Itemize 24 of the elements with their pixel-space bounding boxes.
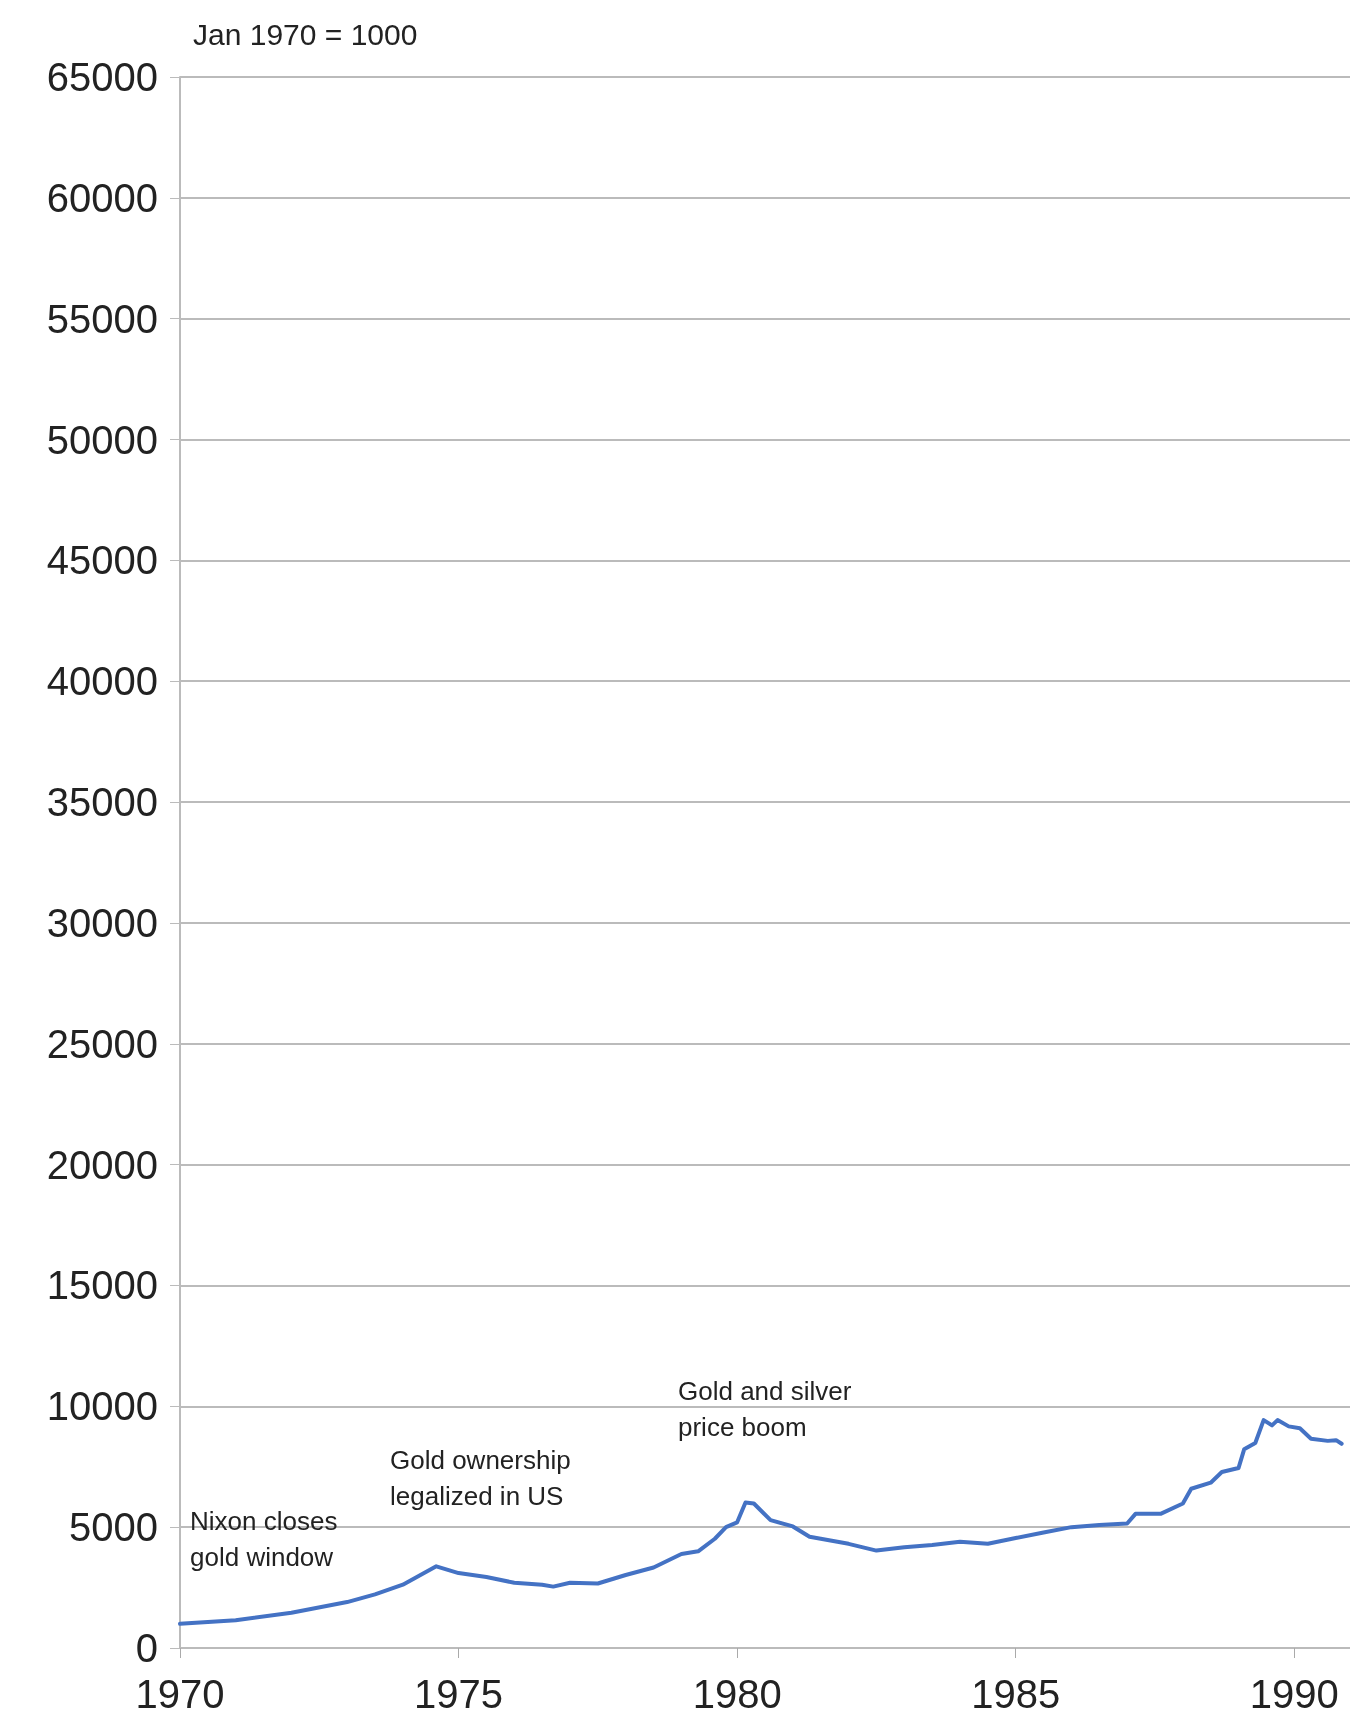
y-tick-label: 45000 — [46, 538, 158, 583]
chart-title: Jan 1970 = 1000 — [193, 17, 418, 51]
x-tick-label: 1970 — [135, 1672, 225, 1716]
y-tick-label: 25000 — [46, 1021, 158, 1066]
annotation: Nixon closes gold window — [190, 1506, 338, 1572]
y-tick-label: 20000 — [46, 1142, 158, 1187]
y-tick-label: 15000 — [46, 1263, 158, 1308]
annotation: Gold ownership legalized in US — [390, 1445, 571, 1511]
x-tick-label: 1985 — [971, 1672, 1061, 1716]
x-tick-label: 1975 — [414, 1672, 504, 1716]
y-tick-label: 0 — [135, 1626, 158, 1670]
y-tick-label: 5000 — [69, 1505, 158, 1550]
x-tick-label: 1990 — [1249, 1672, 1339, 1716]
line-series — [178, 1418, 1344, 1626]
y-tick-label: 10000 — [46, 1384, 158, 1429]
y-tick-label: 30000 — [46, 900, 158, 945]
y-tick-label: 50000 — [46, 417, 158, 462]
y-tick-label: 40000 — [46, 659, 158, 704]
y-tick-label: 35000 — [46, 780, 158, 825]
y-tick-label: 65000 — [46, 55, 158, 99]
y-tick-label: 55000 — [46, 296, 158, 341]
y-tick-label: 60000 — [46, 175, 158, 220]
annotation: Gold and silver price boom — [678, 1376, 852, 1442]
x-tick-label: 1980 — [692, 1672, 782, 1716]
